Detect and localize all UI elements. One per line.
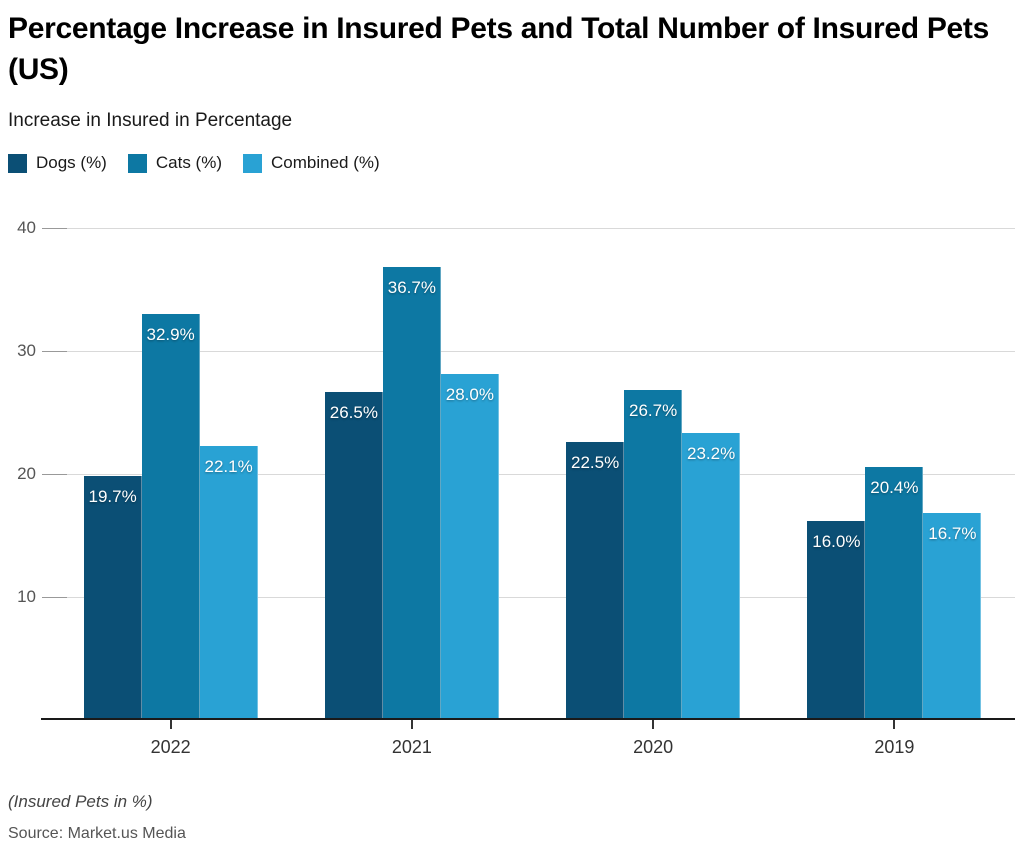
legend: Dogs (%) Cats (%) Combined (%): [8, 153, 380, 173]
x-label-2022: 2022: [150, 737, 191, 757]
bar-combined-2022: 22.1%: [199, 446, 258, 718]
bar-dogs-2022: 19.7%: [83, 475, 142, 718]
x-axis-line: [41, 718, 1015, 720]
chart-footnote: (Insured Pets in %): [8, 792, 153, 811]
bar-cats-2022: 32.9%: [141, 313, 200, 718]
x-tick-2021: [410, 720, 413, 729]
x-tick-2022: [169, 720, 172, 729]
x-label-2019: 2019: [874, 737, 915, 757]
legend-item-cats: Cats (%): [127, 153, 222, 173]
bar-cats-2020: 26.7%: [624, 389, 683, 718]
gridline-10: 10: [17, 587, 1015, 606]
gridline-20: 20: [17, 464, 1015, 483]
chart-title: Percentage Increase in Insured Pets and …: [8, 12, 989, 87]
legend-swatch-cats: [127, 153, 147, 173]
y-tick-20: [42, 473, 67, 475]
gridline-30: 30: [17, 341, 1015, 360]
y-tick-10: [42, 596, 67, 598]
legend-label-combined: Combined (%): [270, 153, 380, 172]
x-label-2020: 2020: [633, 737, 674, 757]
gridline-40: 40: [17, 218, 1015, 237]
bar-label-dogs-2022: 19.7%: [88, 486, 137, 506]
legend-swatch-combined: [242, 153, 262, 173]
bar-label-cats-2022: 32.9%: [146, 324, 195, 344]
chart-source: Source: Market.us Media: [8, 825, 186, 842]
chart-subtitle: Increase in Insured in Percentage: [8, 110, 293, 131]
bar-group-2021: 26.5% 36.7% 28.0%: [291, 210, 532, 718]
legend-item-dogs: Dogs (%): [8, 153, 107, 173]
bar-combined-2019: 16.7%: [923, 512, 982, 718]
legend-swatch-dogs: [8, 153, 27, 173]
y-tick-label-40: 40: [17, 218, 36, 238]
x-tick-2020: [652, 720, 655, 729]
bar-label-cats-2019: 20.4%: [870, 478, 919, 498]
bars-container: 19.7% 32.9% 22.1% 26.5% 36.7% 28.0% 22.5% 26.7%…: [50, 210, 1015, 718]
bar-combined-2021: 28.0%: [440, 373, 499, 718]
bar-label-combined-2021: 28.0%: [445, 384, 494, 404]
bar-dogs-2019: 16.0%: [807, 521, 866, 718]
legend-label-cats: Cats (%): [155, 153, 222, 172]
y-tick-label-10: 10: [17, 587, 36, 607]
bar-group-2022: 19.7% 32.9% 22.1%: [50, 210, 291, 718]
bar-label-cats-2021: 36.7%: [387, 278, 436, 297]
bar-cats-2021: 36.7%: [382, 267, 441, 718]
y-tick-40: [42, 227, 67, 229]
bar-cats-2019: 20.4%: [865, 467, 924, 718]
legend-item-combined: Combined (%): [242, 153, 380, 173]
bar-dogs-2021: 26.5%: [324, 392, 383, 718]
bar-label-dogs-2020: 22.5%: [571, 452, 620, 472]
x-tick-2019: [893, 720, 896, 729]
y-tick-30: [42, 350, 67, 352]
x-label-2021: 2021: [391, 737, 432, 757]
bar-label-cats-2020: 26.7%: [629, 400, 678, 420]
bar-label-combined-2019: 16.7%: [928, 523, 977, 543]
bar-combined-2020: 23.2%: [682, 432, 741, 718]
bar-label-combined-2020: 23.2%: [687, 443, 736, 463]
plot-area: 10 20 30 40 19.7% 32.9% 22.1% 26.5% 36.7% 28.0% 22…: [0, 210, 1024, 720]
legend-label-dogs: Dogs (%): [36, 153, 107, 172]
bar-group-2020: 22.5% 26.7% 23.2%: [533, 210, 774, 718]
bar-label-combined-2022: 22.1%: [204, 457, 253, 477]
y-tick-label-20: 20: [17, 464, 36, 484]
bar-dogs-2020: 22.5%: [566, 441, 625, 718]
bar-label-dogs-2019: 16.0%: [812, 532, 861, 552]
y-tick-label-30: 30: [17, 341, 36, 361]
x-axis: 2022 2021 2020 2019: [50, 720, 1015, 768]
bar-label-dogs-2021: 26.5%: [329, 403, 378, 423]
bar-group-2019: 16.0% 20.4% 16.7%: [774, 210, 1015, 718]
